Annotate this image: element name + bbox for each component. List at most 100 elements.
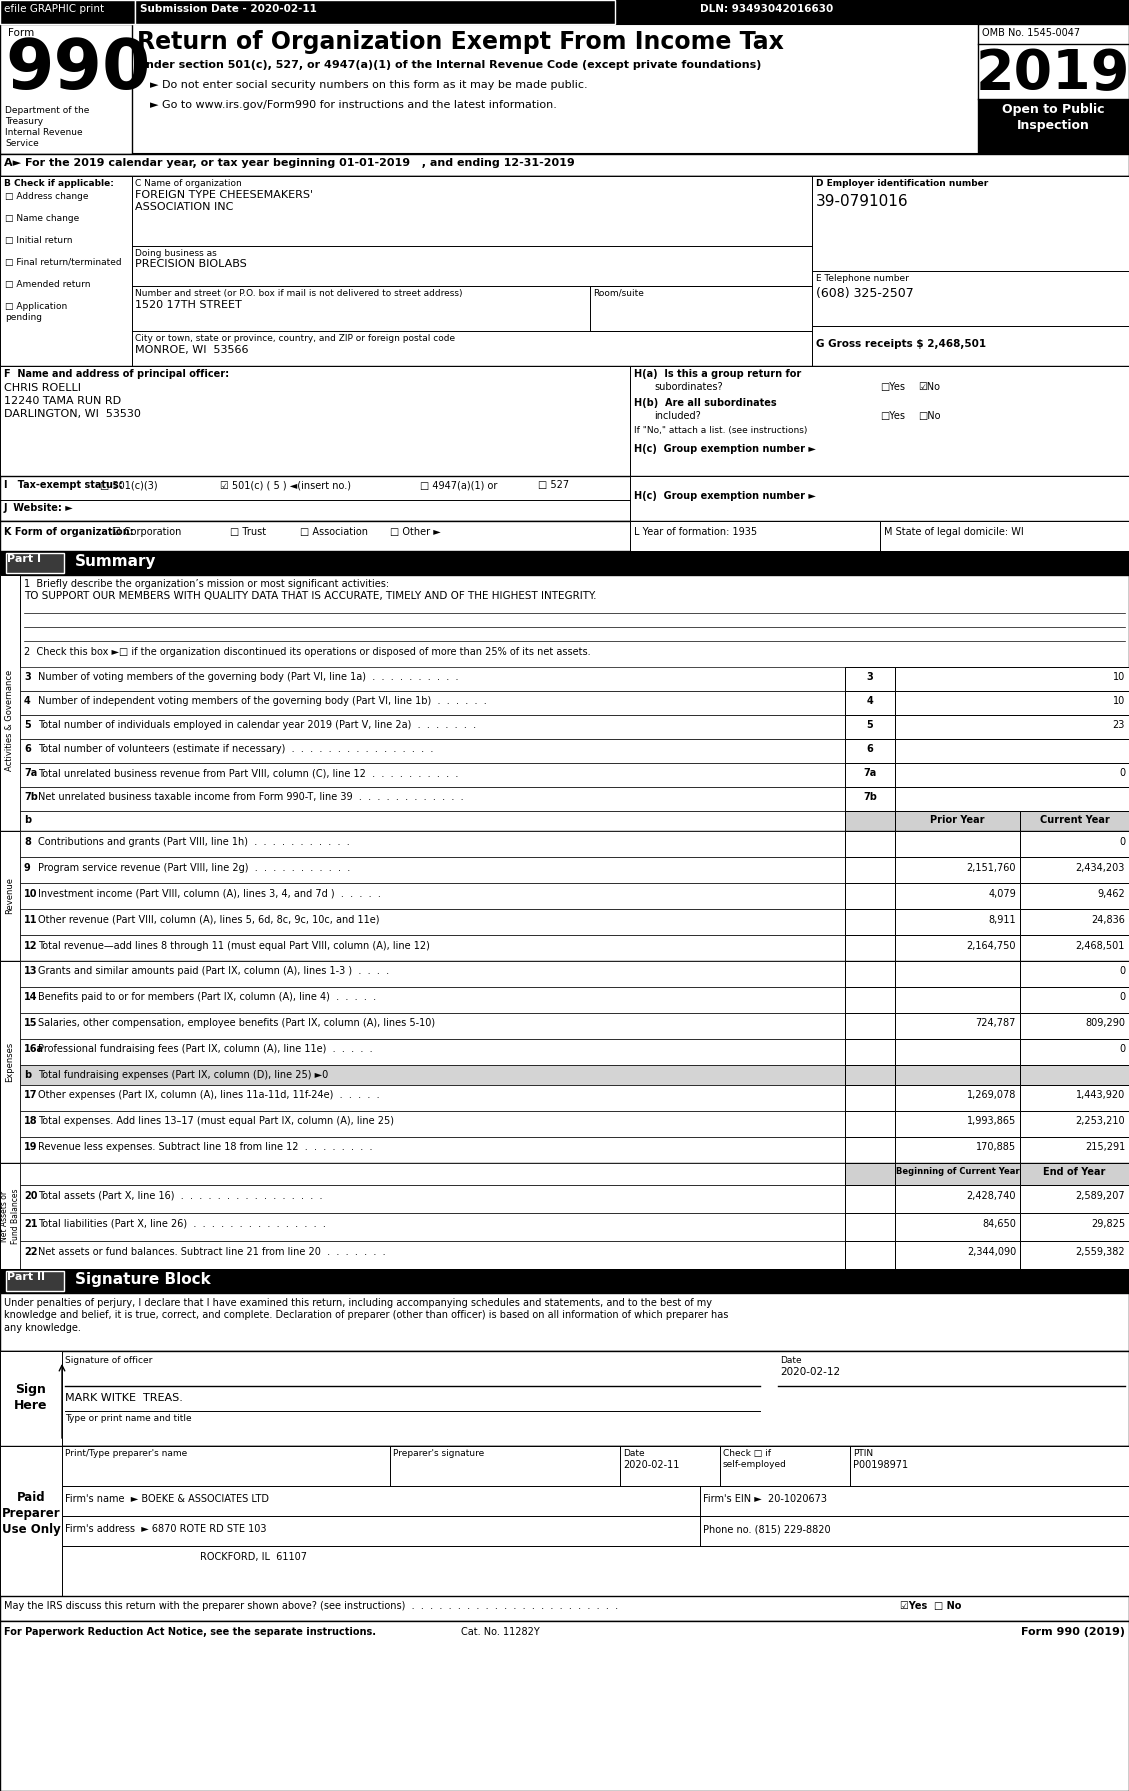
- Bar: [20, 1039, 844, 1066]
- Bar: [895, 811, 1019, 831]
- Bar: [0, 1162, 20, 1270]
- Bar: [895, 691, 1129, 715]
- Bar: [20, 910, 844, 935]
- Text: 8: 8: [24, 836, 30, 847]
- Bar: [1019, 1110, 1129, 1137]
- Bar: [0, 1350, 1129, 1445]
- Bar: [20, 740, 844, 763]
- Text: Firm's address  ► 6870 ROTE RD STE 103: Firm's address ► 6870 ROTE RD STE 103: [65, 1524, 266, 1535]
- Bar: [20, 935, 844, 962]
- Bar: [844, 763, 895, 786]
- Text: 13: 13: [24, 965, 37, 976]
- Text: Doing business as: Doing business as: [135, 249, 217, 258]
- Bar: [20, 1186, 844, 1213]
- Bar: [0, 365, 1129, 476]
- Text: D Employer identification number: D Employer identification number: [816, 179, 988, 188]
- Text: 2,151,760: 2,151,760: [966, 863, 1016, 872]
- Bar: [844, 691, 895, 715]
- Bar: [812, 270, 1129, 326]
- Text: Check □ if: Check □ if: [723, 1449, 771, 1458]
- Bar: [62, 1445, 1129, 1487]
- Text: Total revenue—add lines 8 through 11 (must equal Part VIII, column (A), line 12): Total revenue—add lines 8 through 11 (mu…: [38, 940, 430, 951]
- Text: 2019: 2019: [975, 47, 1129, 100]
- Text: Under penalties of perjury, I declare that I have examined this return, includin: Under penalties of perjury, I declare th…: [5, 1298, 728, 1333]
- Text: 3: 3: [24, 672, 30, 682]
- Text: Signature of officer: Signature of officer: [65, 1356, 152, 1365]
- Bar: [1019, 1014, 1129, 1039]
- Text: 2,589,207: 2,589,207: [1076, 1191, 1124, 1202]
- Bar: [0, 476, 1129, 521]
- Text: Total unrelated business revenue from Part VIII, column (C), line 12  .  .  .  .: Total unrelated business revenue from Pa…: [38, 768, 458, 777]
- Text: Number and street (or P.O. box if mail is not delivered to street address): Number and street (or P.O. box if mail i…: [135, 288, 463, 297]
- Bar: [20, 691, 844, 715]
- Bar: [20, 1085, 844, 1110]
- Text: F  Name and address of principal officer:: F Name and address of principal officer:: [5, 369, 229, 380]
- Text: □ Name change: □ Name change: [5, 213, 79, 224]
- Bar: [0, 1350, 62, 1445]
- Bar: [844, 883, 895, 910]
- Bar: [6, 553, 64, 573]
- Text: L Year of formation: 1935: L Year of formation: 1935: [634, 527, 758, 537]
- Text: 170,885: 170,885: [975, 1143, 1016, 1152]
- Text: 0: 0: [1119, 768, 1124, 777]
- Text: b: b: [24, 1069, 32, 1080]
- Bar: [844, 1014, 895, 1039]
- Text: Total number of individuals employed in calendar year 2019 (Part V, line 2a)  . : Total number of individuals employed in …: [38, 720, 476, 731]
- Bar: [1019, 811, 1129, 831]
- Bar: [895, 763, 1129, 786]
- Bar: [844, 987, 895, 1014]
- Text: Number of voting members of the governing body (Part VI, line 1a)  .  .  .  .  .: Number of voting members of the governin…: [38, 672, 458, 682]
- Text: 6: 6: [24, 743, 30, 754]
- Text: 9: 9: [24, 863, 30, 872]
- Bar: [62, 1546, 1129, 1596]
- Text: 724,787: 724,787: [975, 1017, 1016, 1028]
- Text: 2,344,090: 2,344,090: [966, 1247, 1016, 1257]
- Bar: [20, 811, 844, 831]
- Text: OMB No. 1545-0047: OMB No. 1545-0047: [982, 29, 1080, 38]
- Bar: [844, 740, 895, 763]
- Text: Professional fundraising fees (Part IX, column (A), line 11e)  .  .  .  .  .: Professional fundraising fees (Part IX, …: [38, 1044, 373, 1053]
- Text: Open to Public
Inspection: Open to Public Inspection: [1001, 104, 1104, 133]
- Bar: [1019, 1241, 1129, 1270]
- Text: CHRIS ROELLI: CHRIS ROELLI: [5, 383, 81, 392]
- Text: Total expenses. Add lines 13–17 (must equal Part IX, column (A), line 25): Total expenses. Add lines 13–17 (must eq…: [38, 1116, 394, 1127]
- Text: 7a: 7a: [24, 768, 37, 777]
- Text: Preparer's signature: Preparer's signature: [393, 1449, 484, 1458]
- Text: Cat. No. 11282Y: Cat. No. 11282Y: [461, 1626, 540, 1637]
- Bar: [20, 1213, 844, 1241]
- Text: If "No," attach a list. (see instructions): If "No," attach a list. (see instruction…: [634, 426, 807, 435]
- Text: 0: 0: [1119, 836, 1124, 847]
- Bar: [844, 1066, 895, 1085]
- Text: Activities & Governance: Activities & Governance: [6, 670, 15, 770]
- Text: Sign
Here: Sign Here: [15, 1383, 47, 1411]
- Text: □ 527: □ 527: [539, 480, 569, 491]
- Text: Room/suite: Room/suite: [593, 288, 644, 297]
- Bar: [6, 1272, 64, 1291]
- Bar: [20, 1162, 844, 1186]
- Bar: [812, 326, 1129, 365]
- Bar: [20, 786, 844, 811]
- Text: City or town, state or province, country, and ZIP or foreign postal code: City or town, state or province, country…: [135, 333, 455, 344]
- Text: B Check if applicable:: B Check if applicable:: [5, 179, 114, 188]
- Text: Signature Block: Signature Block: [75, 1272, 211, 1288]
- Text: □ 4947(a)(1) or: □ 4947(a)(1) or: [420, 480, 498, 491]
- Bar: [0, 1162, 1129, 1270]
- Bar: [0, 1293, 1129, 1350]
- Bar: [895, 740, 1129, 763]
- Bar: [1019, 831, 1129, 858]
- Bar: [895, 883, 1019, 910]
- Bar: [844, 1085, 895, 1110]
- Text: □ Amended return: □ Amended return: [5, 279, 90, 288]
- Bar: [135, 0, 615, 23]
- Text: TO SUPPORT OUR MEMBERS WITH QUALITY DATA THAT IS ACCURATE, TIMELY AND OF THE HIG: TO SUPPORT OUR MEMBERS WITH QUALITY DATA…: [24, 591, 596, 602]
- Text: Number of independent voting members of the governing body (Part VI, line 1b)  .: Number of independent voting members of …: [38, 697, 487, 706]
- Text: 0: 0: [1119, 1044, 1124, 1053]
- Bar: [895, 1162, 1019, 1186]
- Bar: [20, 1110, 844, 1137]
- Bar: [895, 715, 1129, 740]
- Bar: [895, 1186, 1019, 1213]
- Text: 4,079: 4,079: [988, 888, 1016, 899]
- Bar: [844, 715, 895, 740]
- Bar: [844, 666, 895, 691]
- Bar: [844, 858, 895, 883]
